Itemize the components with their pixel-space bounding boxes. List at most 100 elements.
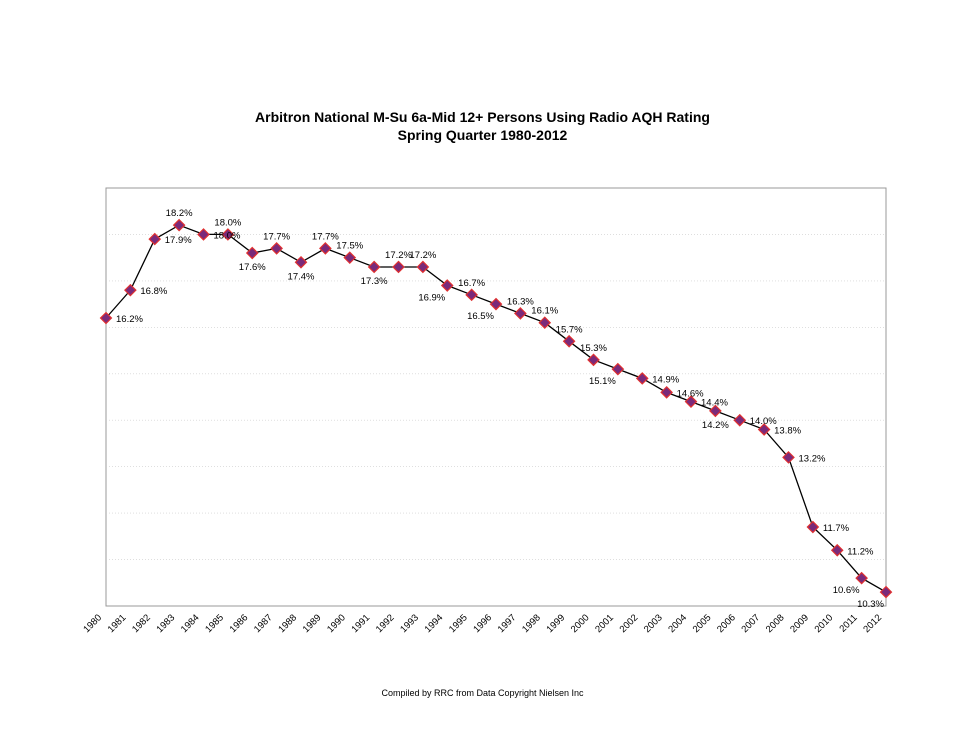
x-tick-label: 1991 (350, 612, 373, 635)
data-label: 15.3% (580, 343, 607, 354)
data-point-marker (172, 218, 186, 232)
data-label: 18.2% (166, 208, 193, 219)
data-point-marker (99, 311, 113, 325)
data-label: 17.7% (312, 231, 339, 242)
x-tick-label: 1996 (471, 612, 494, 635)
x-tick-label: 1982 (130, 612, 153, 635)
data-label: 14.4% (701, 398, 728, 409)
data-point-marker (148, 232, 162, 246)
x-tick-label: 1981 (106, 612, 129, 635)
data-label: 13.8% (774, 426, 801, 437)
data-label: 14.2% (702, 420, 729, 431)
data-point-marker (538, 316, 552, 330)
x-tick-label: 1992 (374, 612, 397, 635)
data-label: 14.0% (750, 416, 777, 427)
x-tick-label: 2008 (764, 612, 787, 635)
data-label: 14.9% (652, 374, 679, 385)
x-tick-label: 1990 (325, 612, 348, 635)
data-label: 18.0% (214, 230, 241, 241)
x-tick-label: 1999 (545, 612, 568, 635)
data-label: 11.2% (847, 546, 874, 557)
data-label: 16.9% (418, 293, 445, 304)
data-point-marker (660, 386, 673, 399)
data-point-marker (635, 372, 649, 385)
x-tick-label: 1986 (228, 612, 251, 635)
data-label: 17.2% (409, 250, 436, 261)
x-tick-label: 1995 (447, 612, 470, 635)
x-tick-labels: 1980 1981 1982 1983 1984 1985 1986 1987 1988 1989… (81, 612, 884, 635)
data-label: 17.6% (239, 262, 266, 273)
footer-note: Compiled by RRC from Data Copyright Niel… (381, 688, 584, 698)
data-label: 16.5% (467, 311, 494, 322)
data-point-marker (879, 585, 893, 599)
data-point-marker (830, 543, 844, 557)
x-tick-label: 1998 (520, 612, 543, 635)
x-tick-label: 1988 (276, 612, 299, 635)
data-point-marker (319, 242, 332, 255)
data-point-marker (782, 451, 795, 464)
data-label: 11.7% (823, 523, 850, 534)
plot-frame (105, 187, 887, 607)
chart-title-main: Arbitron National M-Su 6a-Mid 12+ Person… (255, 109, 710, 125)
series-line (105, 224, 887, 593)
data-point-marker (587, 353, 600, 367)
x-tick-label: 2005 (691, 612, 714, 635)
data-point-marker (270, 242, 283, 255)
data-point-marker (124, 283, 137, 297)
data-label: 17.7% (263, 231, 290, 242)
x-tick-label: 1994 (423, 612, 446, 635)
x-tick-label: 2003 (642, 612, 665, 635)
data-label: 10.6% (833, 585, 860, 596)
data-label: 16.3% (507, 296, 534, 307)
data-label: 18.0% (214, 217, 241, 228)
x-tick-label: 2010 (813, 612, 836, 635)
data-point-marker (197, 228, 210, 241)
chart-title: Arbitron National M-Su 6a-Mid 12+ Person… (0, 108, 965, 144)
data-point-marker (245, 246, 259, 260)
data-point-marker (367, 260, 381, 274)
data-point-marker (440, 279, 454, 292)
x-tick-label: 2000 (569, 612, 592, 635)
data-point-marker (416, 260, 430, 274)
x-tick-label: 1985 (203, 612, 226, 635)
data-point-marker (221, 228, 235, 241)
data-point-marker (806, 520, 820, 534)
x-tick-label: 2002 (618, 612, 641, 635)
data-point-marker (855, 571, 868, 585)
data-label: 17.4% (288, 271, 315, 282)
data-label: 17.5% (336, 241, 363, 252)
data-label: 15.7% (556, 324, 583, 335)
x-tick-label: 1983 (155, 612, 178, 635)
gridlines (106, 234, 886, 560)
data-label: 17.2% (385, 250, 412, 261)
data-point-marker (294, 255, 308, 269)
chart-subtitle: Spring Quarter 1980-2012 (397, 127, 568, 143)
data-label: 16.8% (140, 286, 167, 297)
x-tick-label: 1980 (81, 612, 104, 635)
x-tick-label: 2011 (838, 612, 860, 634)
data-label: 16.2% (116, 314, 143, 325)
data-point-marker (733, 413, 747, 427)
x-tick-label: 2001 (593, 612, 616, 635)
series-polyline (105, 224, 887, 593)
data-label: 15.1% (589, 376, 616, 387)
data-label: 17.3% (361, 276, 388, 287)
data-point-marker (489, 297, 503, 311)
data-label: 16.1% (531, 306, 558, 317)
x-tick-label: 2009 (788, 612, 811, 635)
data-point-marker (465, 288, 478, 302)
x-tick-label: 2006 (715, 612, 738, 635)
data-point-marker (684, 395, 698, 408)
x-tick-label: 2004 (666, 612, 689, 635)
data-label: 10.3% (857, 599, 884, 610)
data-point-marker (757, 423, 771, 436)
data-point-marker (343, 251, 357, 265)
x-tick-label: 1984 (179, 612, 202, 635)
data-markers (99, 218, 893, 599)
x-tick-label: 1987 (252, 612, 275, 635)
data-point-marker (709, 404, 722, 418)
x-tick-label: 2012 (861, 612, 884, 635)
data-label: 14.6% (677, 388, 704, 399)
data-label: 13.2% (799, 453, 826, 464)
